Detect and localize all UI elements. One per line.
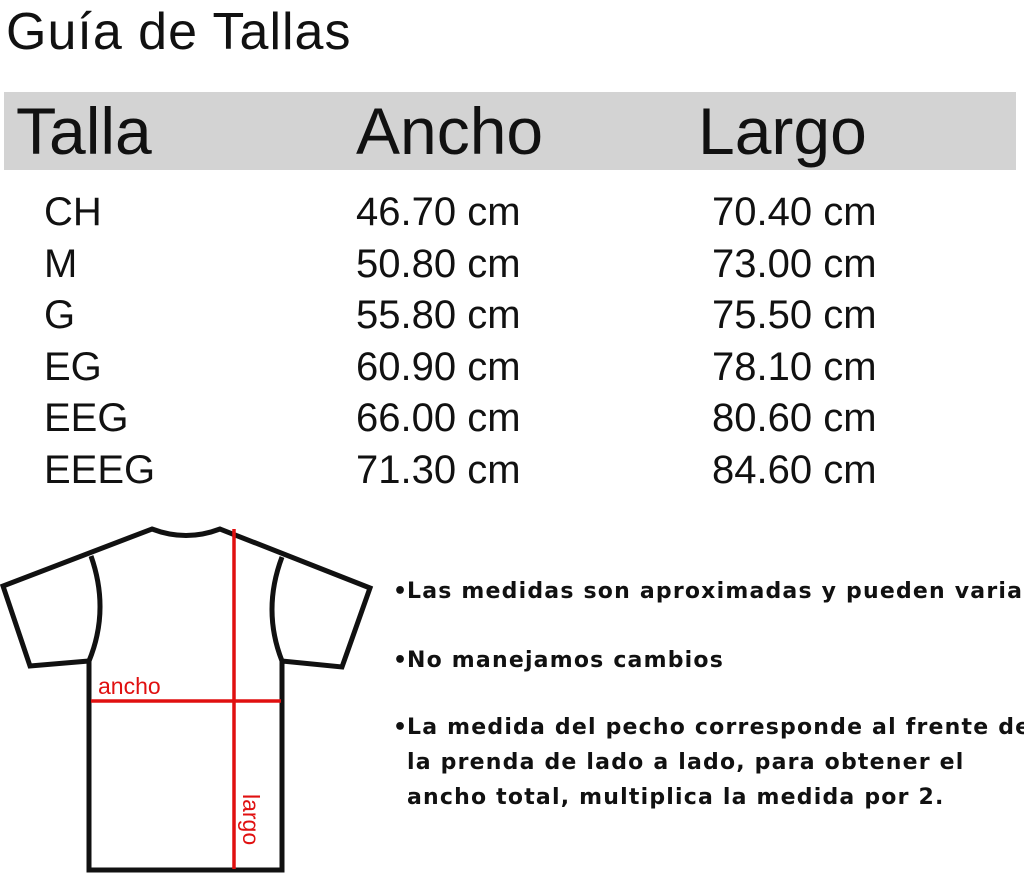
size-cell: CH xyxy=(44,190,102,234)
largo-cell: 70.40 cm xyxy=(712,190,877,234)
largo-cell: 84.60 cm xyxy=(712,447,877,492)
bullet: • xyxy=(393,715,409,740)
header-ancho: Ancho xyxy=(356,94,544,168)
table-row: EG 60.90 cm 78.10 cm xyxy=(0,341,1024,393)
largo-cell: 73.00 cm xyxy=(712,241,877,286)
header-talla: Talla xyxy=(16,94,152,168)
tshirt-outline xyxy=(0,526,374,873)
size-cell: EEEG xyxy=(44,447,156,492)
size-cell: M xyxy=(44,241,78,286)
ancho-cell: 71.30 cm xyxy=(356,447,521,492)
tshirt-diagram: ancho largo xyxy=(0,526,374,873)
table-row: CH 46.70 cm 70.40 cm xyxy=(0,186,1024,238)
largo-cell: 75.50 cm xyxy=(712,293,877,337)
note-text: La medida del pecho corresponde al frent… xyxy=(407,715,1024,810)
table-header-band xyxy=(4,92,1016,170)
left-armhole xyxy=(86,555,103,662)
table-row: EEG 66.00 cm 80.60 cm xyxy=(0,392,1024,444)
ancho-cell: 66.00 cm xyxy=(356,396,521,440)
bullet: • xyxy=(393,648,409,673)
page-title: Guía de Tallas xyxy=(6,3,352,61)
ancho-cell: 55.80 cm xyxy=(356,293,521,337)
largo-cell: 80.60 cm xyxy=(712,396,877,440)
note-text: Las medidas son aproximadas y pueden var… xyxy=(407,579,1024,604)
bullet: • xyxy=(393,579,409,604)
note-text: No manejamos cambios xyxy=(407,648,725,673)
size-cell: EG xyxy=(44,344,102,389)
size-cell: EEG xyxy=(44,396,129,440)
largo-cell: 78.10 cm xyxy=(712,344,877,389)
ancho-cell: 50.80 cm xyxy=(356,241,521,286)
header-largo: Largo xyxy=(698,94,867,168)
size-cell: G xyxy=(44,293,76,337)
ancho-cell: 46.70 cm xyxy=(356,190,521,234)
table-row: EEEG 71.30 cm 84.60 cm xyxy=(0,444,1024,496)
largo-label: largo xyxy=(238,794,264,845)
ancho-cell: 60.90 cm xyxy=(356,344,521,389)
ancho-label: ancho xyxy=(98,673,161,699)
table-row: G 55.80 cm 75.50 cm xyxy=(0,289,1024,341)
right-armhole xyxy=(269,556,285,662)
table-row: M 50.80 cm 73.00 cm xyxy=(0,238,1024,290)
